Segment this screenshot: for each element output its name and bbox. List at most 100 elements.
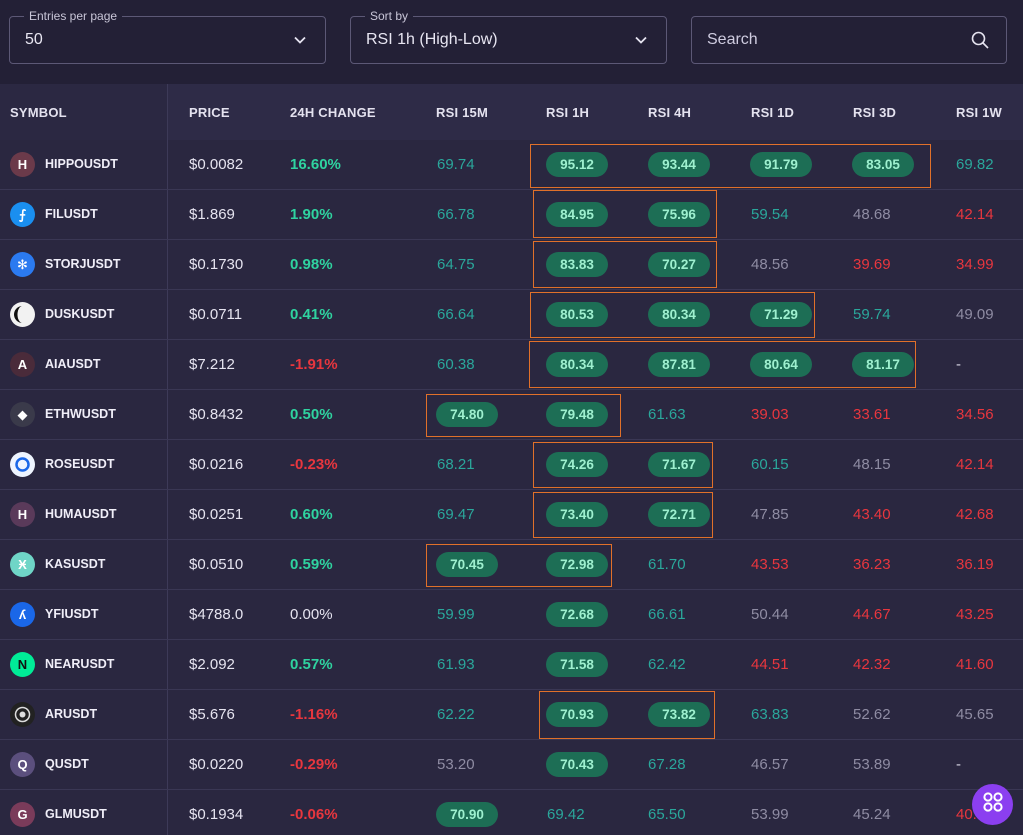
rsi-cell: 66.78 — [437, 206, 475, 223]
highlight-box — [533, 190, 717, 238]
price-cell: $0.0711 — [189, 306, 243, 323]
symbol-cell: H HIPPOUSDT — [0, 140, 168, 189]
change-cell: -0.29% — [290, 756, 338, 773]
rose-icon — [10, 452, 35, 477]
filecoin-icon: ⨍ — [10, 202, 35, 227]
table-row[interactable]: DUSKUSDT $0.0711 0.41% 66.64 80.53 80.34 71.29… — [0, 290, 1023, 340]
rsi-overbought-badge: 83.83 — [546, 252, 608, 277]
table-row[interactable]: ʎ YFIUSDT $4788.0 0.00% 59.99 72.68 66.61 50.44… — [0, 590, 1023, 640]
table-row[interactable]: Ӿ KASUSDT $0.0510 0.59% 70.45 72.98 61.70 43.53… — [0, 540, 1023, 590]
price-cell: $2.092 — [189, 656, 235, 673]
rsi-overbought-badge: 80.34 — [648, 302, 710, 327]
highlight-box — [533, 442, 713, 488]
rsi-cell: 67.28 — [648, 756, 686, 773]
header-symbol[interactable]: SYMBOL — [10, 105, 67, 120]
table-row[interactable]: ✻ STORJUSDT $0.1730 0.98% 64.75 83.83 70.27 48.… — [0, 240, 1023, 290]
rsi-overbought-badge: 75.96 — [648, 202, 710, 227]
rsi-overbought-badge: 95.12 — [546, 152, 608, 177]
table-row[interactable]: G GLMUSDT $0.1934 -0.06% 70.90 69.42 65.50 53.9… — [0, 790, 1023, 835]
symbol-cell: Q QUSDT — [0, 740, 168, 789]
header-rsi-1d[interactable]: RSI 1D — [751, 105, 795, 120]
rsi-cell: 36.19 — [956, 556, 994, 573]
rsi-overbought-badge: 87.81 — [648, 352, 710, 377]
rsi-overbought-badge: 80.64 — [750, 352, 812, 377]
rsi-cell: 63.83 — [751, 706, 789, 723]
rsi-overbought-badge: 80.34 — [546, 352, 608, 377]
rsi-cell: 69.47 — [437, 506, 475, 523]
table-row[interactable]: N NEARUSDT $2.092 0.57% 61.93 71.58 62.42 44.51… — [0, 640, 1023, 690]
rsi-overbought-badge: 71.58 — [546, 652, 608, 677]
rsi-cell: 43.25 — [956, 606, 994, 623]
change-cell: 16.60% — [290, 156, 341, 173]
rsi-overbought-badge: 80.53 — [546, 302, 608, 327]
rsi-overbought-badge: 71.29 — [750, 302, 812, 327]
rsi-cell: 61.70 — [648, 556, 686, 573]
rsi-cell: 69.82 — [956, 156, 994, 173]
apps-menu-button[interactable] — [972, 784, 1013, 825]
rsi-cell: 42.14 — [956, 206, 994, 223]
table-header: SYMBOL PRICE 24H CHANGE RSI 15M RSI 1H R… — [0, 84, 1023, 140]
header-rsi-3d[interactable]: RSI 3D — [853, 105, 897, 120]
price-cell: $4788.0 — [189, 606, 244, 623]
rsi-overbought-badge: 74.80 — [436, 402, 498, 427]
rsi-cell: 48.15 — [853, 456, 891, 473]
rsi-cell: 64.75 — [437, 256, 475, 273]
search-icon[interactable] — [970, 30, 990, 50]
symbol-cell: ARUSDT — [0, 690, 168, 739]
table-row[interactable]: ARUSDT $5.676 -1.16% 62.22 70.93 73.82 63.83 52… — [0, 690, 1023, 740]
symbol-name: NEARUSDT — [45, 657, 115, 671]
rsi-cell: 59.54 — [751, 206, 789, 223]
symbol-name: YFIUSDT — [45, 607, 99, 621]
entries-per-page-select[interactable]: Entries per page 50 — [9, 9, 326, 64]
table-row[interactable]: A AIAUSDT $7.212 -1.91% 60.38 80.34 87.81 80.64… — [0, 340, 1023, 390]
dusk-icon — [10, 302, 35, 327]
price-cell: $0.0082 — [189, 156, 244, 173]
change-cell: 0.00% — [290, 606, 333, 623]
sort-by-value: RSI 1h (High-Low) — [366, 31, 498, 48]
rsi-cell: 48.68 — [853, 206, 891, 223]
rsi-cell: 68.21 — [437, 456, 475, 473]
search-input[interactable]: Search — [691, 16, 1007, 64]
table-row[interactable]: ROSEUSDT $0.0216 -0.23% 68.21 74.26 71.67 60.1… — [0, 440, 1023, 490]
arweave-icon — [10, 702, 35, 727]
highlight-box — [530, 144, 931, 188]
table-row[interactable]: ⨍ FILUSDT $1.869 1.90% 66.78 84.95 75.96 59.54 4… — [0, 190, 1023, 240]
header-rsi-1w[interactable]: RSI 1W — [956, 105, 1002, 120]
highlight-box — [426, 544, 612, 587]
table-row[interactable]: H HIPPOUSDT $0.0082 16.60% 69.74 95.12 93.44 91… — [0, 140, 1023, 190]
rsi-overbought-badge: 74.26 — [546, 452, 608, 477]
search-placeholder: Search — [707, 31, 758, 48]
grid-icon — [982, 791, 1004, 818]
rsi-overbought-badge: 73.82 — [648, 702, 710, 727]
symbol-cell: ROSEUSDT — [0, 440, 168, 489]
change-cell: -0.06% — [290, 806, 338, 823]
symbol-cell: ⨍ FILUSDT — [0, 190, 168, 239]
table-row[interactable]: Q QUSDT $0.0220 -0.29% 53.20 70.43 67.28 46.57 5… — [0, 740, 1023, 790]
rsi-cell: 53.99 — [751, 806, 789, 823]
change-cell: -0.23% — [290, 456, 338, 473]
header-rsi-15m[interactable]: RSI 15M — [436, 105, 488, 120]
header-24h-change[interactable]: 24H CHANGE — [290, 105, 376, 120]
price-cell: $0.0510 — [189, 556, 244, 573]
header-rsi-4h[interactable]: RSI 4H — [648, 105, 692, 120]
table-row[interactable]: ◆ ETHWUSDT $0.8432 0.50% 74.80 79.48 61.63 39.0… — [0, 390, 1023, 440]
rsi-cell: 53.20 — [437, 756, 475, 773]
symbol-name: ROSEUSDT — [45, 457, 115, 471]
price-cell: $0.0220 — [189, 756, 244, 773]
near-icon: N — [10, 652, 35, 677]
rsi-overbought-badge: 72.98 — [546, 552, 608, 577]
rsi-cell: 42.32 — [853, 656, 891, 673]
price-cell: $0.1730 — [189, 256, 244, 273]
rsi-cell: 61.93 — [437, 656, 475, 673]
change-cell: 1.90% — [290, 206, 333, 223]
symbol-name: QUSDT — [45, 757, 89, 771]
rsi-cell: 47.85 — [751, 506, 789, 523]
symbol-name: FILUSDT — [45, 207, 98, 221]
sort-by-select[interactable]: Sort by RSI 1h (High-Low) — [350, 9, 667, 64]
rsi-cell: 66.61 — [648, 606, 686, 623]
header-price[interactable]: PRICE — [189, 105, 230, 120]
rsi-cell: 65.50 — [648, 806, 686, 823]
header-rsi-1h[interactable]: RSI 1H — [546, 105, 590, 120]
table-row[interactable]: H HUMAUSDT $0.0251 0.60% 69.47 73.40 72.71 47.8… — [0, 490, 1023, 540]
symbol-cell: ʎ YFIUSDT — [0, 590, 168, 639]
